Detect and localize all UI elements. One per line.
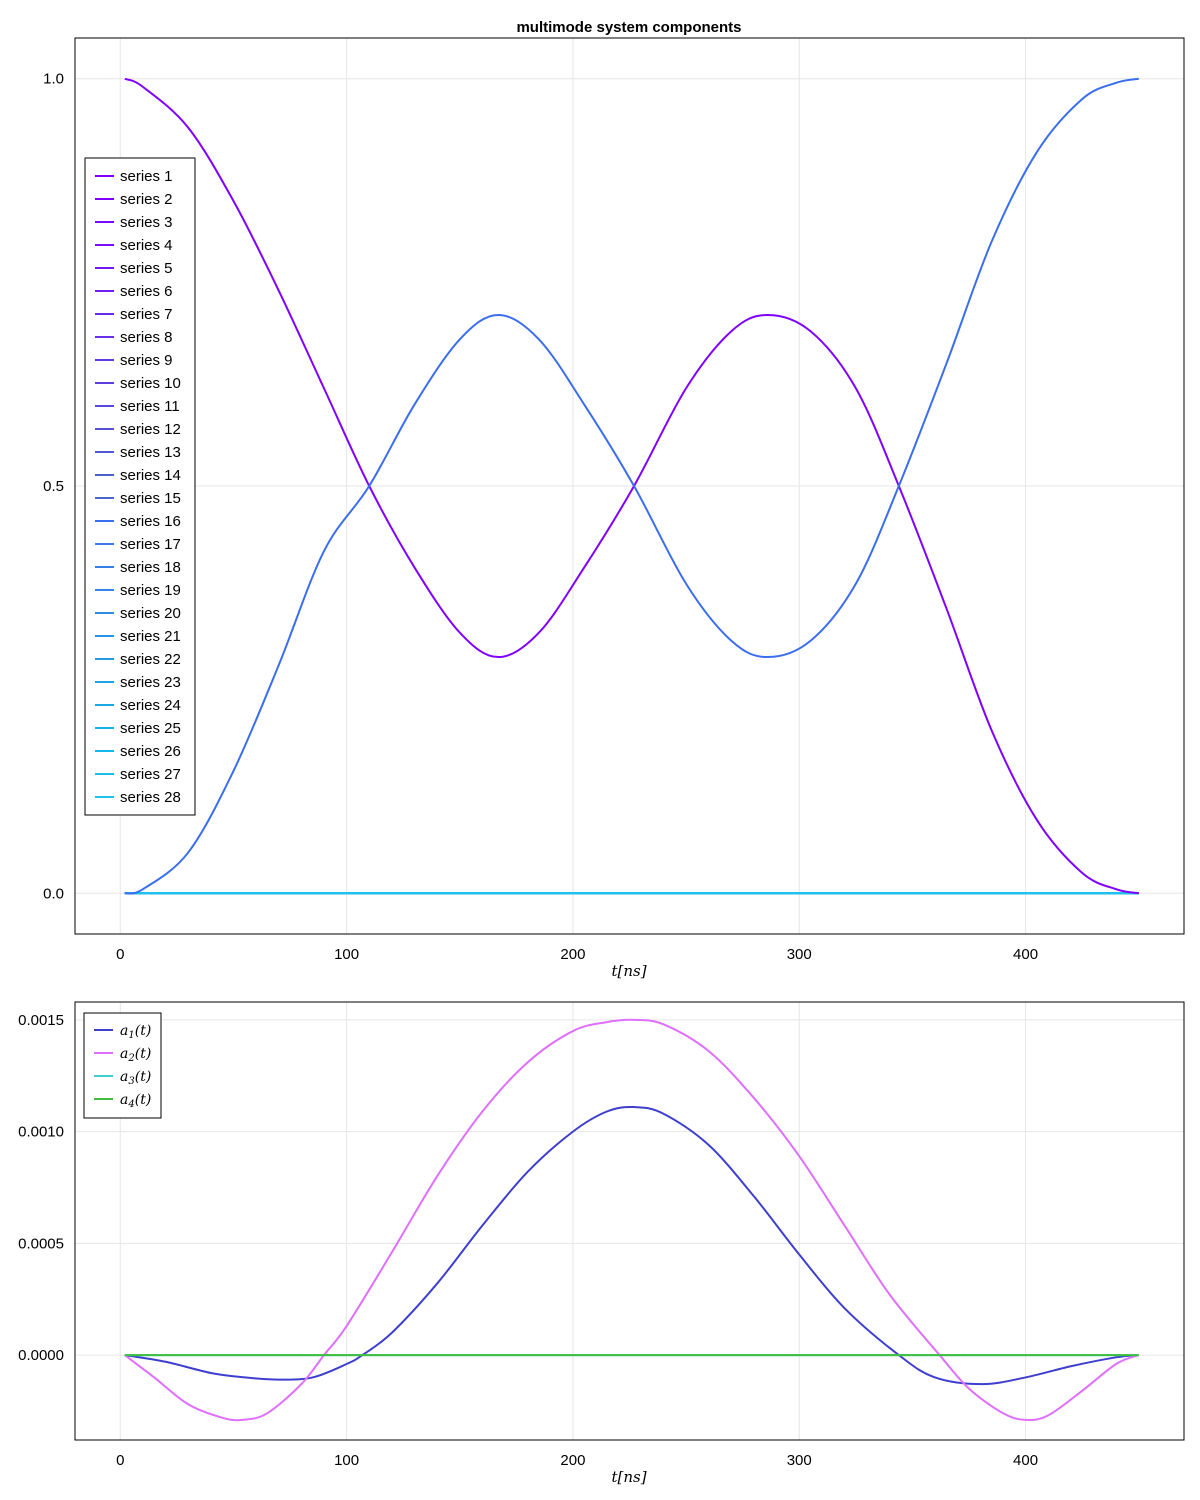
bottom-y-tick-label: 0.0015 bbox=[18, 1012, 64, 1029]
legend-entry-label: series 1 bbox=[120, 168, 173, 185]
legend-entry-label: series 22 bbox=[120, 651, 181, 668]
legend-entry-label: series 10 bbox=[120, 375, 181, 392]
top-chart-x-axis-label: t[ns] bbox=[611, 962, 646, 980]
bottom-x-tick-label: 0 bbox=[116, 1452, 124, 1469]
top-chart-y-ticks: 0.0 0.5 1.0 bbox=[43, 71, 64, 903]
legend-entry-label: series 7 bbox=[120, 306, 173, 323]
legend-entry-label: series 17 bbox=[120, 536, 181, 553]
legend-entry-label: a1(t) bbox=[120, 1023, 151, 1041]
bottom-x-tick-label: 100 bbox=[334, 1452, 359, 1469]
legend-entry-label: series 15 bbox=[120, 490, 181, 507]
top-series-line-series-16 bbox=[124, 77, 1139, 895]
bottom-x-tick-label: 200 bbox=[560, 1452, 585, 1469]
top-series-line-series-1 bbox=[124, 77, 1139, 895]
bottom-y-tick-label: 0.0005 bbox=[18, 1235, 64, 1252]
legend-entry-label: series 26 bbox=[120, 743, 181, 760]
legend-entry-label: series 14 bbox=[120, 467, 181, 484]
top-x-tick-label: 200 bbox=[560, 946, 585, 963]
top-x-tick-label: 100 bbox=[334, 946, 359, 963]
legend-entry-label: series 23 bbox=[120, 674, 181, 691]
legend-entry-label: a2(t) bbox=[120, 1046, 151, 1064]
bottom-series-line-a2 bbox=[124, 1018, 1140, 1422]
bottom-chart-x-axis-label: t[ns] bbox=[611, 1468, 646, 1486]
bottom-y-tick-label: 0.0000 bbox=[18, 1347, 64, 1364]
legend-entry-label: series 25 bbox=[120, 720, 181, 737]
top-y-tick-label: 1.0 bbox=[43, 71, 64, 88]
top-x-tick-label: 400 bbox=[1013, 946, 1038, 963]
top-x-tick-label: 300 bbox=[787, 946, 812, 963]
top-legend-box bbox=[84, 157, 196, 816]
legend-entry-label: series 9 bbox=[120, 352, 173, 369]
legend-entry-label: series 6 bbox=[120, 283, 173, 300]
legend-entry-label: series 24 bbox=[120, 697, 181, 714]
legend-entry-label: series 27 bbox=[120, 766, 181, 783]
legend-entry-label: series 18 bbox=[120, 559, 181, 576]
bottom-x-tick-label: 300 bbox=[787, 1452, 812, 1469]
top-x-tick-label: 0 bbox=[116, 946, 124, 963]
legend-entry-label: series 12 bbox=[120, 421, 181, 438]
legend-entry-label: series 8 bbox=[120, 329, 173, 346]
legend-entry-label: series 16 bbox=[120, 513, 181, 530]
legend-entry-label: series 28 bbox=[120, 789, 181, 806]
bottom-chart-legend: a1(t) a2(t) a3(t) a4(t) bbox=[83, 1012, 162, 1119]
bottom-y-tick-label: 0.0010 bbox=[18, 1124, 64, 1141]
legend-entry-label: series 2 bbox=[120, 191, 173, 208]
top-y-tick-label: 0.5 bbox=[43, 478, 64, 495]
top-chart-x-ticks: 0 100 200 300 400 bbox=[116, 946, 1038, 963]
legend-entry-label: a3(t) bbox=[120, 1069, 151, 1087]
legend-entry-label: series 4 bbox=[120, 237, 173, 254]
legend-entry-label: series 13 bbox=[120, 444, 181, 461]
top-chart-frame bbox=[74, 37, 1185, 935]
top-chart-series bbox=[124, 77, 1139, 895]
top-chart-legend: series 1 series 2 series 3 series 4 series 5… bbox=[84, 157, 196, 816]
bottom-chart-gridlines bbox=[75, 1002, 1184, 1440]
legend-entry-label: series 11 bbox=[120, 398, 180, 415]
legend-entry-label: a4(t) bbox=[120, 1092, 151, 1110]
bottom-chart-panel: 0 100 200 300 400 0.0000 0.0005 0.0010 0.0015 t… bbox=[18, 1001, 1185, 1486]
legend-entry-label: series 19 bbox=[120, 582, 181, 599]
bottom-chart-frame bbox=[74, 1001, 1185, 1441]
legend-entry-label: series 5 bbox=[120, 260, 173, 277]
top-chart-panel: multimode system components 0 100 200 300 40… bbox=[43, 19, 1185, 980]
top-y-tick-label: 0.0 bbox=[43, 885, 64, 902]
bottom-chart-y-ticks: 0.0000 0.0005 0.0010 0.0015 bbox=[18, 1012, 64, 1364]
legend-entry-label: series 21 bbox=[120, 628, 181, 645]
chart-title: multimode system components bbox=[516, 19, 741, 36]
bottom-series-line-a1 bbox=[124, 1105, 1139, 1386]
legend-entry-label: series 3 bbox=[120, 214, 173, 231]
legend-entry-label: series 20 bbox=[120, 605, 181, 622]
bottom-chart-series bbox=[124, 1018, 1140, 1422]
bottom-chart-x-ticks: 0 100 200 300 400 bbox=[116, 1452, 1038, 1469]
top-chart-gridlines bbox=[75, 38, 1184, 934]
bottom-x-tick-label: 400 bbox=[1013, 1452, 1038, 1469]
